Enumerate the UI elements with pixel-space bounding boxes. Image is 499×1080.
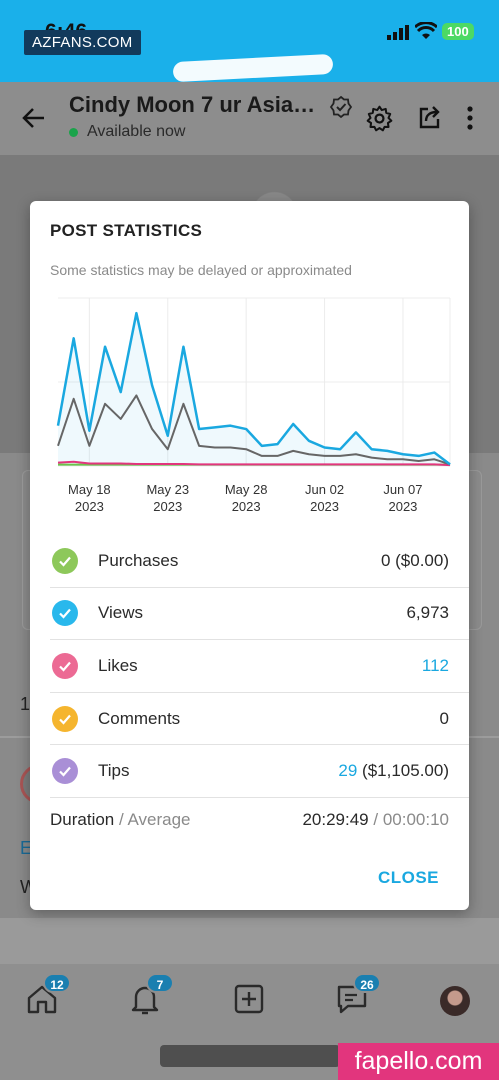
stat-label: Views: [98, 603, 144, 623]
presence-label: Available now: [87, 123, 186, 140]
stat-value-highlight: 29: [338, 761, 358, 781]
stat-label: Tips: [98, 761, 130, 781]
statistics-line-chart: May 18 2023 May 23 2023 May 28 2023 Jun 02 2023…: [56, 297, 451, 514]
gear-icon[interactable]: [366, 105, 393, 132]
check-icon: [52, 547, 78, 574]
home-badge: 12: [43, 973, 71, 993]
battery-indicator: 100: [442, 23, 474, 40]
background-text-fragment: 1: [20, 694, 31, 714]
duration-separator: /: [368, 810, 383, 829]
add-square-icon: [234, 984, 264, 1014]
stat-row-tips: Tips 29 ($1,105.00): [50, 745, 469, 798]
check-icon: [52, 758, 78, 785]
stat-row-purchases: Purchases 0 ($0.00): [50, 535, 469, 588]
x-tick-label: May 18: [68, 482, 111, 497]
check-icon: [52, 705, 78, 732]
presence-status: Available now: [69, 123, 185, 141]
background-text-fragment: E: [20, 838, 33, 858]
x-tick-label: 2023: [153, 499, 182, 514]
messages-badge: 26: [353, 973, 381, 993]
verified-badge-icon: [329, 95, 353, 119]
post-statistics-dialog: POST STATISTICS Some statistics may be d…: [30, 201, 469, 910]
more-vertical-icon[interactable]: [460, 105, 480, 131]
stat-value: 6,973: [406, 603, 449, 623]
stat-label: Likes: [98, 655, 138, 675]
page-title: Cindy Moon 7 ur Asia…: [69, 92, 316, 117]
back-arrow-icon[interactable]: [22, 106, 46, 130]
duration-value: 20:29:49: [302, 810, 369, 829]
stat-value: 0 ($0.00): [380, 550, 449, 570]
series-line: [56, 311, 451, 466]
close-button[interactable]: CLOSE: [377, 868, 439, 887]
x-tick-label: 2023: [310, 499, 339, 514]
share-icon[interactable]: [417, 104, 443, 130]
dialog-title: POST STATISTICS: [50, 221, 203, 240]
x-tick-label: May 28: [225, 482, 268, 497]
online-dot: [69, 127, 78, 137]
average-label: Average: [127, 810, 191, 829]
duration-label: Duration: [50, 810, 115, 829]
stat-row-likes: Likes 112: [50, 640, 469, 693]
stat-label: Purchases: [98, 550, 179, 570]
signal-icon: [387, 25, 409, 40]
nav-notifications[interactable]: 7: [128, 973, 174, 1022]
stat-value: 112: [422, 656, 449, 676]
x-tick-label: Jun 02: [305, 482, 344, 497]
series-line: [57, 394, 451, 466]
notifications-badge: 7: [146, 973, 174, 993]
x-tick-label: 2023: [75, 499, 104, 514]
home-indicator: [160, 1045, 340, 1067]
x-tick-label: May 23: [146, 482, 189, 497]
check-icon: [52, 600, 78, 627]
nav-add-post[interactable]: [232, 982, 272, 1022]
duration-separator: /: [114, 810, 128, 829]
stat-value: 0: [439, 708, 449, 728]
x-tick-label: Jun 07: [383, 482, 422, 497]
chat-header: Cindy Moon 7 ur Asia… Available now: [0, 82, 499, 155]
stat-value: 29 ($1,105.00): [338, 761, 449, 781]
stats-list: Purchases 0 ($0.00) Views 6,973 Likes 11…: [50, 535, 469, 798]
redacted-url: [172, 53, 334, 83]
watermark-top: AZFANS.COM: [24, 30, 141, 55]
nav-home[interactable]: 12: [25, 973, 71, 1022]
home-icon: [27, 985, 57, 1014]
series-area: [58, 313, 450, 466]
profile-avatar[interactable]: [440, 986, 470, 1016]
duration-row: Duration / Average 20:29:49 / 00:00:10: [50, 810, 449, 830]
nav-messages[interactable]: 26: [335, 973, 381, 1022]
series-line: [57, 460, 451, 467]
average-value: 00:00:10: [382, 810, 449, 829]
stat-value-rest: ($1,105.00): [357, 761, 449, 781]
x-tick-label: 2023: [388, 499, 417, 514]
stat-label: Comments: [98, 708, 181, 728]
stat-row-comments: Comments 0: [50, 693, 469, 746]
check-icon: [52, 652, 78, 679]
background-panel: [0, 918, 499, 964]
stat-value-highlight: 112: [421, 655, 449, 675]
watermark-bottom: fapello.com: [338, 1043, 499, 1080]
wifi-icon: [415, 22, 437, 39]
status-bar: 6:46 AZFANS.COM 100: [0, 0, 499, 83]
x-tick-label: 2023: [232, 499, 261, 514]
dialog-subtitle: Some statistics may be delayed or approx…: [50, 262, 352, 278]
duration-values: 20:29:49 / 00:00:10: [302, 810, 449, 830]
stat-row-views: Views 6,973: [50, 588, 469, 641]
